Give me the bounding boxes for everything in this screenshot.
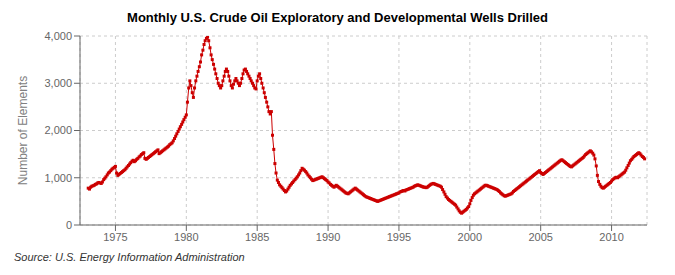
svg-text:2000: 2000 — [458, 231, 482, 243]
svg-text:Number of Elements: Number of Elements — [16, 76, 30, 185]
svg-text:0: 0 — [66, 219, 72, 231]
svg-text:2,000: 2,000 — [44, 124, 72, 136]
svg-text:1975: 1975 — [103, 231, 127, 243]
svg-text:1995: 1995 — [387, 231, 411, 243]
svg-text:1980: 1980 — [174, 231, 198, 243]
html-text:Monthly U.S. Crude Oil Explora: Monthly U.S. Crude Oil Exploratory and D… — [127, 10, 548, 25]
svg-text:1985: 1985 — [245, 231, 269, 243]
svg-text:2010: 2010 — [599, 231, 623, 243]
svg-text:3,000: 3,000 — [44, 77, 72, 89]
svg-text:1990: 1990 — [316, 231, 340, 243]
svg-text:4,000: 4,000 — [44, 30, 72, 42]
svg-text:2005: 2005 — [528, 231, 552, 243]
html-text:Source: U.S. Energy Informatio: Source: U.S. Energy Information Administ… — [14, 251, 245, 263]
svg-text:1,000: 1,000 — [44, 172, 72, 184]
